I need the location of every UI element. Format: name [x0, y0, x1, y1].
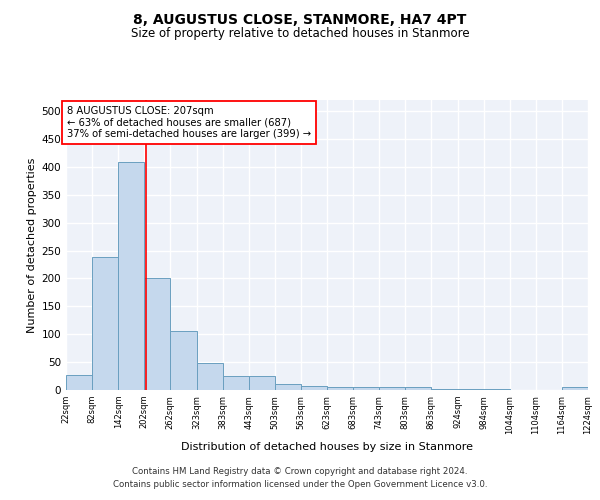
- Bar: [249, 376, 275, 390]
- Bar: [379, 387, 405, 390]
- Text: 8, AUGUSTUS CLOSE, STANMORE, HA7 4PT: 8, AUGUSTUS CLOSE, STANMORE, HA7 4PT: [133, 12, 467, 26]
- Bar: [223, 376, 249, 390]
- Bar: [92, 258, 118, 390]
- Text: Contains public sector information licensed under the Open Government Licence v3: Contains public sector information licen…: [113, 480, 487, 489]
- X-axis label: Distribution of detached houses by size in Stanmore: Distribution of detached houses by size …: [181, 442, 473, 452]
- Bar: [405, 387, 431, 390]
- Text: Contains HM Land Registry data © Crown copyright and database right 2024.: Contains HM Land Registry data © Crown c…: [132, 467, 468, 476]
- Text: 8 AUGUSTUS CLOSE: 207sqm
← 63% of detached houses are smaller (687)
37% of semi-: 8 AUGUSTUS CLOSE: 207sqm ← 63% of detach…: [67, 106, 311, 139]
- Bar: [301, 386, 327, 390]
- Bar: [118, 162, 144, 390]
- Bar: [144, 278, 170, 390]
- Bar: [197, 362, 223, 390]
- Bar: [327, 387, 353, 390]
- Bar: [353, 387, 379, 390]
- Text: Size of property relative to detached houses in Stanmore: Size of property relative to detached ho…: [131, 28, 469, 40]
- Bar: [562, 387, 588, 390]
- Bar: [170, 331, 197, 390]
- Bar: [66, 375, 92, 390]
- Bar: [275, 384, 301, 390]
- Y-axis label: Number of detached properties: Number of detached properties: [27, 158, 37, 332]
